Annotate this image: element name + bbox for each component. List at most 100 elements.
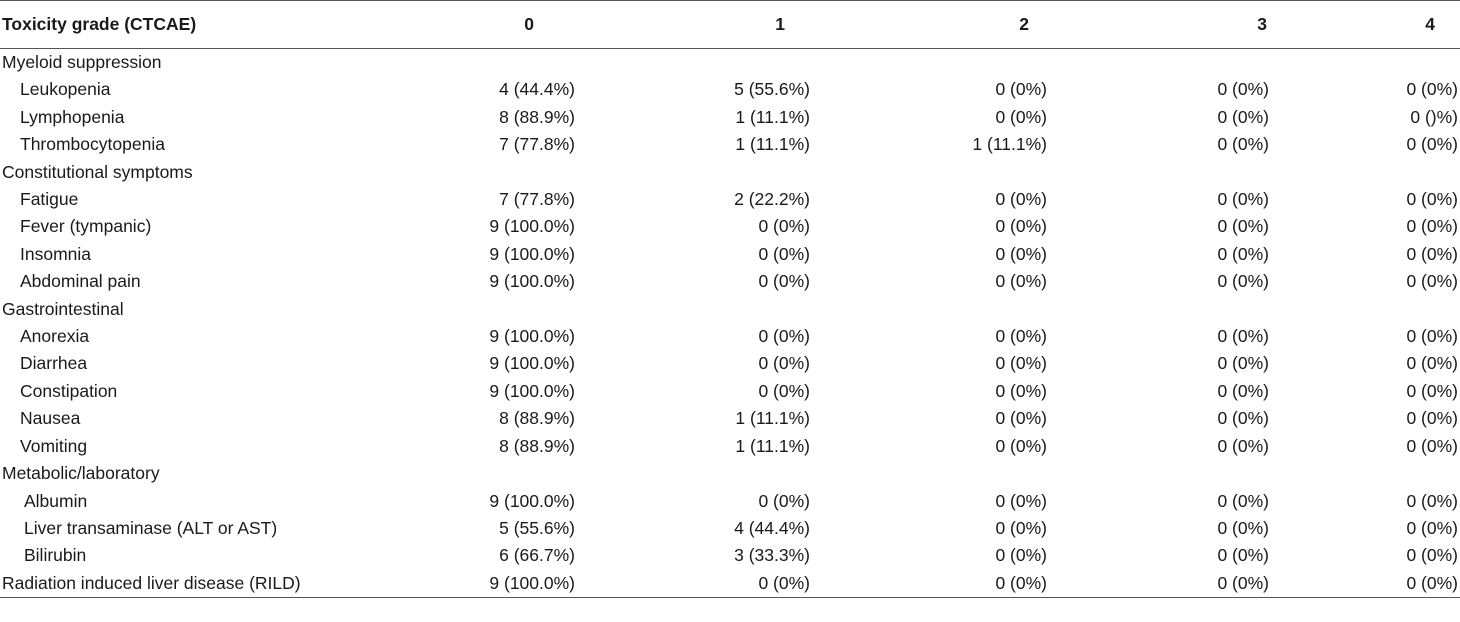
- grade-2-cell: 0 (0%): [995, 216, 1047, 237]
- category-label: Myeloid suppression: [2, 52, 162, 72]
- header-grade-0: 0: [360, 0, 575, 49]
- grade-4-cell: 0 (0%): [1406, 353, 1458, 374]
- toxicity-table: Toxicity grade (CTCAE) 0 1 2 3 4 Myeloid…: [0, 0, 1460, 599]
- row-label: Fever (tympanic): [20, 216, 152, 237]
- grade-2-cell: 0 (0%): [810, 569, 1047, 599]
- grade-3-cell: 0 (0%): [1217, 380, 1269, 401]
- grade-0-cell: [360, 159, 575, 186]
- grade-2-cell: 0 (0%): [995, 106, 1047, 127]
- grade-4-cell: 0 (0%): [1406, 517, 1458, 538]
- grade-0-cell: 9 (100.0%): [489, 216, 575, 237]
- table-row: Leukopenia 4 (44.4%) 5 (55.6%) 0 (0%) 0 (0%)…: [0, 76, 1460, 103]
- grade-1-cell: 2 (22.2%): [734, 189, 810, 210]
- row-label: Nausea: [20, 408, 81, 429]
- grade-3-cell: 0 (0%): [1217, 79, 1269, 100]
- grade-4-cell: 0 (0%): [1406, 490, 1458, 511]
- grade-4-cell: 0 (0%): [1406, 189, 1458, 210]
- row-label: Constipation: [20, 380, 118, 401]
- grade-3-cell: 0 (0%): [1217, 189, 1269, 210]
- header-grade-3: 3: [1047, 0, 1269, 49]
- grade-1-cell: 1 (11.1%): [735, 106, 810, 127]
- grade-2-cell: 0 (0%): [995, 189, 1047, 210]
- grade-2-cell: 0 (0%): [995, 545, 1047, 566]
- grade-1-cell: 0 (0%): [758, 216, 810, 237]
- table-row: Bilirubin 6 (66.7%) 3 (33.3%) 0 (0%) 0 (0%) 0…: [0, 542, 1460, 569]
- grade-2-cell: 0 (0%): [995, 490, 1047, 511]
- table-row: Thrombocytopenia 7 (77.8%) 1 (11.1%) 1 (11.…: [0, 131, 1460, 158]
- grade-1-cell: 0 (0%): [758, 380, 810, 401]
- grade-2-cell: 1 (11.1%): [972, 134, 1047, 155]
- grade-1-cell: [575, 296, 810, 323]
- table-row: Constipation 9 (100.0%) 0 (0%) 0 (0%) 0 (0%)…: [0, 378, 1460, 405]
- category-row: Radiation induced liver disease (RILD) 9 …: [0, 569, 1460, 599]
- grade-0-cell: [360, 296, 575, 323]
- grade-3-cell: 0 (0%): [1217, 106, 1269, 127]
- grade-4-cell: 0 (0%): [1406, 408, 1458, 429]
- grade-0-cell: 9 (100.0%): [360, 569, 575, 599]
- table-row: Fever (tympanic) 9 (100.0%) 0 (0%) 0 (0%) 0 …: [0, 213, 1460, 240]
- grade-0-cell: [360, 49, 575, 77]
- grade-4-cell: 0 (0%): [1269, 569, 1460, 599]
- table-row: Fatigue 7 (77.8%) 2 (22.2%) 0 (0%) 0 (0%) 0 (…: [0, 186, 1460, 213]
- category-label: Gastrointestinal: [2, 298, 124, 319]
- row-label: Thrombocytopenia: [20, 134, 165, 155]
- row-label: Albumin: [24, 490, 88, 511]
- grade-3-cell: [1047, 49, 1269, 77]
- grade-3-cell: 0 (0%): [1217, 216, 1269, 237]
- header-grade-2: 2: [810, 0, 1047, 49]
- category-label: Constitutional symptoms: [2, 161, 193, 182]
- grade-2-cell: 0 (0%): [995, 243, 1047, 264]
- grade-3-cell: 0 (0%): [1217, 134, 1269, 155]
- grade-2-cell: [810, 159, 1047, 186]
- row-label: Liver transaminase (ALT or AST): [24, 517, 278, 538]
- table-row: Vomiting 8 (88.9%) 1 (11.1%) 0 (0%) 0 (0%) 0 …: [0, 433, 1460, 460]
- grade-0-cell: 9 (100.0%): [489, 271, 575, 292]
- grade-4-cell: 0 (0%): [1406, 243, 1458, 264]
- grade-1-cell: 0 (0%): [758, 353, 810, 374]
- grade-4-cell: [1269, 159, 1460, 186]
- grade-0-cell: [360, 460, 575, 487]
- grade-0-cell: 9 (100.0%): [489, 380, 575, 401]
- row-label: Diarrhea: [20, 353, 88, 374]
- grade-1-cell: 0 (0%): [758, 271, 810, 292]
- grade-2-cell: 0 (0%): [995, 380, 1047, 401]
- grade-0-cell: 7 (77.8%): [499, 189, 575, 210]
- row-label: Vomiting: [20, 435, 88, 456]
- table-row: Lymphopenia 8 (88.9%) 1 (11.1%) 0 (0%) 0 (0%…: [0, 104, 1460, 131]
- grade-1-cell: 3 (33.3%): [734, 545, 810, 566]
- grade-4-cell: 0 (0%): [1406, 326, 1458, 347]
- table-row: Diarrhea 9 (100.0%) 0 (0%) 0 (0%) 0 (0%) 0 (0…: [0, 350, 1460, 377]
- grade-1-cell: 0 (0%): [575, 569, 810, 599]
- category-row: Gastrointestinal: [0, 296, 1460, 323]
- table-row: Insomnia 9 (100.0%) 0 (0%) 0 (0%) 0 (0%) 0 (0…: [0, 241, 1460, 268]
- grade-0-cell: 7 (77.8%): [499, 134, 575, 155]
- row-label: Abdominal pain: [20, 271, 141, 292]
- grade-3-cell: 0 (0%): [1047, 569, 1269, 599]
- grade-1-cell: [575, 460, 810, 487]
- grade-2-cell: [810, 460, 1047, 487]
- grade-4-cell: [1269, 296, 1460, 323]
- grade-0-cell: 5 (55.6%): [499, 517, 575, 538]
- category-label: Radiation induced liver disease (RILD): [0, 569, 360, 599]
- grade-1-cell: 4 (44.4%): [734, 517, 810, 538]
- grade-1-cell: 1 (11.1%): [735, 435, 810, 456]
- grade-4-cell: 0 (0%): [1406, 134, 1458, 155]
- table-row: Albumin 9 (100.0%) 0 (0%) 0 (0%) 0 (0%) 0 (0%…: [0, 488, 1460, 515]
- grade-0-cell: 8 (88.9%): [499, 435, 575, 456]
- grade-3-cell: [1047, 296, 1269, 323]
- grade-4-cell: 0 (0%): [1406, 435, 1458, 456]
- grade-4-cell: [1269, 49, 1460, 77]
- row-label: Anorexia: [20, 326, 90, 347]
- row-label: Bilirubin: [24, 545, 87, 566]
- grade-2-cell: [810, 296, 1047, 323]
- table-row: Nausea 8 (88.9%) 1 (11.1%) 0 (0%) 0 (0%) 0 (0…: [0, 405, 1460, 432]
- table-row: Abdominal pain 9 (100.0%) 0 (0%) 0 (0%) 0 (0…: [0, 268, 1460, 295]
- grade-4-cell: 0 (0%): [1406, 380, 1458, 401]
- grade-2-cell: 0 (0%): [995, 408, 1047, 429]
- grade-4-cell: 0 (0%): [1406, 545, 1458, 566]
- grade-0-cell: 9 (100.0%): [489, 490, 575, 511]
- grade-3-cell: [1047, 460, 1269, 487]
- category-row: Myeloid suppression: [0, 49, 1460, 77]
- header-row: Toxicity grade (CTCAE) 0 1 2 3 4: [0, 0, 1460, 49]
